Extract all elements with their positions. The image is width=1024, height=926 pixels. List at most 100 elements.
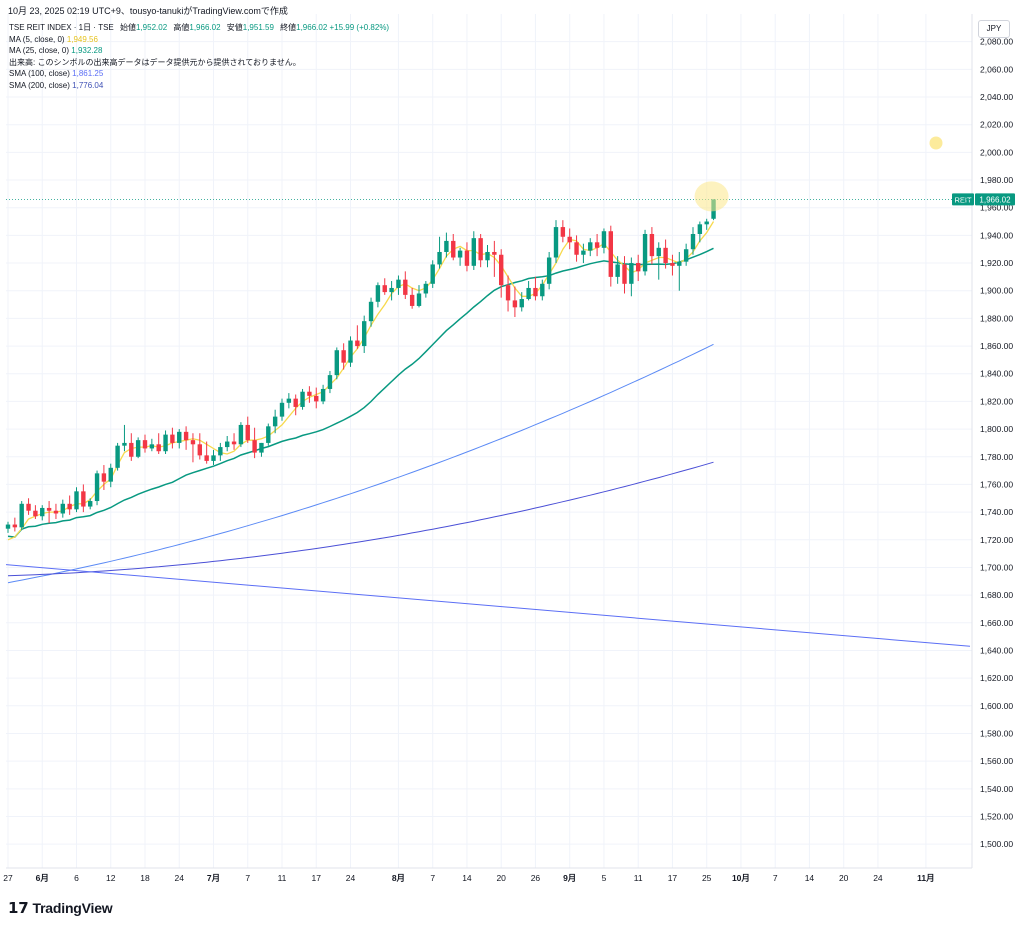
candle-body xyxy=(704,221,709,225)
candle-body xyxy=(5,524,11,529)
candle xyxy=(163,430,168,454)
candle xyxy=(101,465,107,490)
candle xyxy=(375,282,381,308)
time-tick-label: 11 xyxy=(278,873,287,883)
candle xyxy=(444,232,449,258)
legend-ma25[interactable]: MA (25, close, 0) 1,932.28 xyxy=(9,45,389,57)
time-tick-label: 18 xyxy=(140,873,150,883)
candle xyxy=(320,384,326,405)
candle-body xyxy=(622,264,627,284)
symbol-title[interactable]: TSE REIT INDEX · 1日 · TSE xyxy=(9,23,114,32)
legend-sma200[interactable]: SMA (200, close) 1,776.04 xyxy=(9,80,389,92)
brand-name: TradingView xyxy=(32,900,113,916)
candle-body xyxy=(533,287,538,297)
candle xyxy=(60,499,65,518)
ma25-line xyxy=(7,247,714,538)
candle xyxy=(94,470,100,506)
candle-body xyxy=(362,321,367,347)
candle-body xyxy=(430,264,435,284)
candle xyxy=(594,233,600,257)
candle-body xyxy=(368,301,374,322)
price-axis[interactable]: 2,080.00 2,060.00 2,040.00 2,020.00 2,000.00… xyxy=(952,14,1015,868)
candle xyxy=(642,229,648,276)
time-tick-label: 11月 xyxy=(917,873,935,883)
time-tick-label: 17 xyxy=(312,873,322,883)
time-tick-label: 24 xyxy=(873,873,883,883)
candle xyxy=(115,442,120,471)
candle-body xyxy=(642,233,648,272)
highlight-dot xyxy=(929,136,943,150)
candle-body xyxy=(588,242,593,251)
overlay-marks xyxy=(6,136,972,212)
time-tick-label: 12 xyxy=(106,873,116,883)
legend-ma5[interactable]: MA (5, close, 0) 1,949.56 xyxy=(9,34,389,46)
candle xyxy=(5,521,11,533)
change-value: +15.99 (+0.82%) xyxy=(329,23,390,32)
candle-body xyxy=(300,391,305,407)
candle xyxy=(225,436,230,452)
time-tick-label: 9月 xyxy=(563,873,576,883)
candle xyxy=(231,433,237,450)
sma100-value: 1,861.25 xyxy=(72,69,104,78)
candle-body xyxy=(286,398,292,403)
candle-body xyxy=(574,242,579,255)
candle xyxy=(286,393,292,409)
candle xyxy=(12,517,18,532)
candle xyxy=(53,503,59,520)
candle-body xyxy=(437,251,442,265)
candle-body xyxy=(636,263,641,272)
time-tick-label: 5 xyxy=(602,873,607,883)
price-tick-label: 1,760.00 xyxy=(980,479,1013,489)
time-tick-label: 27 xyxy=(3,873,13,883)
candle xyxy=(416,285,422,308)
candle-body xyxy=(389,287,394,293)
candle xyxy=(389,281,394,301)
candle xyxy=(505,275,511,312)
legend-volume[interactable]: 出来高: このシンボルの出来高データはデータ提供元から提供されておりません。 xyxy=(9,57,389,69)
candle xyxy=(656,242,661,280)
candle-body xyxy=(149,444,155,449)
candle-body xyxy=(560,227,566,237)
sma200-line xyxy=(7,461,714,577)
trend-line xyxy=(5,564,971,647)
legend-sma100[interactable]: SMA (100, close) 1,861.25 xyxy=(9,68,389,80)
currency-button[interactable]: JPY xyxy=(978,20,1010,38)
time-tick-label: 17 xyxy=(668,873,678,883)
legend-symbol-row[interactable]: TSE REIT INDEX · 1日 · TSE 始値1,952.02 高値1… xyxy=(9,22,389,34)
candle-body xyxy=(553,227,559,258)
candle-body xyxy=(546,257,552,284)
candle xyxy=(663,239,668,269)
candle xyxy=(409,287,415,309)
time-tick-label: 14 xyxy=(805,873,815,883)
price-tick-label: 1,720.00 xyxy=(980,535,1013,545)
ma5-label: MA (5, close, 0) xyxy=(9,34,65,44)
candle-body xyxy=(697,224,703,234)
candle-body xyxy=(293,398,298,407)
candle-body xyxy=(451,240,456,258)
sma100-line xyxy=(7,343,714,584)
candle-body xyxy=(19,503,24,528)
time-axis[interactable]: 27 6月 6 12 18 24 7月 7 11 17 24 8月 7 14 20 26 9月 5 11 17 25 10… xyxy=(3,867,972,883)
candle xyxy=(211,449,216,466)
symbol-tag-text: REIT xyxy=(954,195,972,204)
candle-body xyxy=(471,238,476,266)
candle xyxy=(403,271,408,300)
candle-body xyxy=(656,247,661,257)
candle xyxy=(183,426,189,450)
sma200-value: 1,776.04 xyxy=(72,80,104,90)
candle xyxy=(46,501,52,524)
candle xyxy=(499,249,504,298)
candle xyxy=(135,437,141,459)
candle xyxy=(519,292,524,312)
time-tick-label: 20 xyxy=(496,873,506,883)
candle-body xyxy=(457,250,463,258)
candle xyxy=(156,433,161,454)
candle xyxy=(567,228,572,250)
price-tick-label: 1,960.00 xyxy=(980,203,1013,213)
time-tick-label: 20 xyxy=(839,873,849,883)
ma5-value: 1,949.56 xyxy=(66,34,98,44)
chart-caption: 10月 23, 2025 02:19 UTC+9、tousyo-tanukiがT… xyxy=(0,0,1024,18)
candle xyxy=(581,243,586,264)
time-tick-label: 7 xyxy=(430,873,435,883)
